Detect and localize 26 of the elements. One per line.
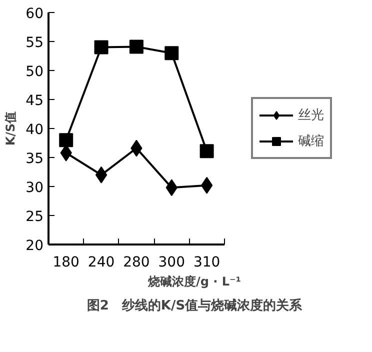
y-tick-label: 35 bbox=[26, 151, 44, 167]
point bbox=[129, 40, 144, 54]
point bbox=[95, 166, 108, 184]
y-tick-label: 50 bbox=[26, 64, 44, 80]
point bbox=[59, 133, 74, 148]
y-tick-label: 45 bbox=[26, 93, 44, 109]
text: 图2 纱线的K/S值与烧碱浓度的关系 bbox=[86, 298, 304, 314]
y-axis-title: K/S值 bbox=[4, 111, 18, 146]
y-tick-label: 30 bbox=[26, 180, 44, 196]
y-tick-label: 20 bbox=[26, 238, 44, 254]
y-tick-label: 40 bbox=[26, 122, 44, 138]
legend-label: 碱缩 bbox=[298, 133, 324, 150]
x-tick-label: 300 bbox=[158, 254, 186, 270]
x-tick-label: 180 bbox=[52, 254, 80, 270]
point bbox=[200, 144, 214, 158]
x-tick-label: 310 bbox=[193, 254, 220, 270]
legend-label: 丝光 bbox=[298, 107, 324, 124]
point bbox=[200, 176, 213, 194]
x-tick-label: 240 bbox=[88, 254, 115, 270]
x-axis-title: 烧碱浓度/g · L⁻¹ bbox=[146, 274, 242, 288]
x-tick-label: 280 bbox=[123, 254, 150, 270]
point bbox=[164, 46, 179, 60]
y-tick-label: 55 bbox=[26, 35, 44, 51]
y-tick-label: 60 bbox=[26, 6, 44, 22]
y-tick-label: 25 bbox=[26, 209, 44, 225]
point bbox=[94, 40, 108, 54]
